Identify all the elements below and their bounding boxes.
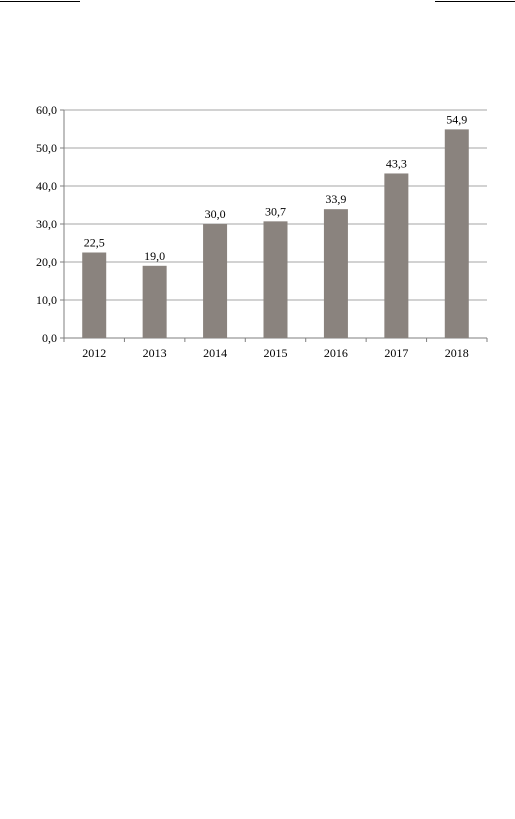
- data-label-2014: 30,0: [205, 207, 226, 221]
- y-tick-label: 10,0: [36, 293, 57, 307]
- bar-2014: [203, 224, 228, 338]
- header-rule-left: [0, 1, 80, 2]
- header-rule-right: [435, 1, 515, 2]
- y-tick-label: 20,0: [36, 255, 57, 269]
- x-tick-label-2015: 2015: [264, 346, 288, 360]
- y-tick-label: 50,0: [36, 141, 57, 155]
- y-tick-label: 40,0: [36, 179, 57, 193]
- bars: [82, 129, 469, 338]
- data-label-2017: 43,3: [386, 156, 407, 170]
- data-label-2018: 54,9: [446, 112, 467, 126]
- data-label-2013: 19,0: [144, 249, 165, 263]
- x-tick-label-2018: 2018: [445, 346, 469, 360]
- bar-2016: [323, 209, 348, 338]
- bar-2018: [444, 129, 469, 338]
- y-tick-label: 60,0: [36, 103, 57, 117]
- data-label-2016: 33,9: [325, 192, 346, 206]
- bar-2015: [263, 221, 288, 338]
- bar-2012: [82, 252, 107, 338]
- x-tick-labels: 2012 2013 2014 2015 2016 2017 2018: [82, 346, 469, 360]
- data-label-2012: 22,5: [84, 236, 105, 250]
- x-tick-label-2013: 2013: [143, 346, 167, 360]
- data-labels: 22,5 19,0 30,0 30,7 33,9 43,3 54,9: [84, 112, 468, 262]
- data-label-2015: 30,7: [265, 204, 286, 218]
- x-tick-label-2016: 2016: [324, 346, 348, 360]
- x-tick-label-2014: 2014: [203, 346, 227, 360]
- y-tick-label: 0,0: [42, 331, 57, 345]
- x-tick-label-2017: 2017: [384, 346, 408, 360]
- y-tick-labels: 0,0 10,0 20,0 30,0 40,0 50,0 60,0: [36, 103, 57, 345]
- x-tick-label-2012: 2012: [82, 346, 106, 360]
- y-tick-label: 30,0: [36, 217, 57, 231]
- bar-2013: [142, 265, 167, 338]
- bar-2017: [384, 173, 409, 338]
